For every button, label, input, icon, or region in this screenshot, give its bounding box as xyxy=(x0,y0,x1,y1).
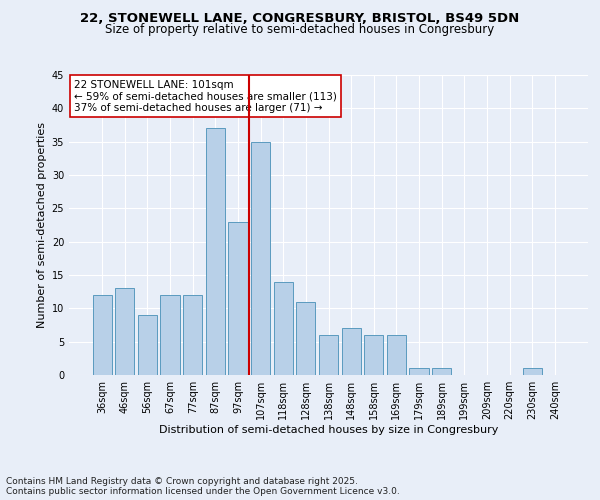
Bar xyxy=(92,295,112,375)
Bar xyxy=(251,142,270,375)
Bar xyxy=(364,335,383,375)
Bar xyxy=(432,368,451,375)
Bar xyxy=(206,128,225,375)
Text: Contains public sector information licensed under the Open Government Licence v3: Contains public sector information licen… xyxy=(6,488,400,496)
Bar xyxy=(160,295,180,375)
X-axis label: Distribution of semi-detached houses by size in Congresbury: Distribution of semi-detached houses by … xyxy=(159,425,498,435)
Y-axis label: Number of semi-detached properties: Number of semi-detached properties xyxy=(37,122,47,328)
Text: 22 STONEWELL LANE: 101sqm
← 59% of semi-detached houses are smaller (113)
37% of: 22 STONEWELL LANE: 101sqm ← 59% of semi-… xyxy=(74,80,337,112)
Bar xyxy=(229,222,248,375)
Bar xyxy=(341,328,361,375)
Text: Size of property relative to semi-detached houses in Congresbury: Size of property relative to semi-detach… xyxy=(106,22,494,36)
Bar xyxy=(138,315,157,375)
Bar xyxy=(319,335,338,375)
Bar xyxy=(409,368,428,375)
Bar xyxy=(523,368,542,375)
Bar xyxy=(296,302,316,375)
Bar xyxy=(183,295,202,375)
Text: Contains HM Land Registry data © Crown copyright and database right 2025.: Contains HM Land Registry data © Crown c… xyxy=(6,478,358,486)
Bar xyxy=(387,335,406,375)
Bar xyxy=(274,282,293,375)
Text: 22, STONEWELL LANE, CONGRESBURY, BRISTOL, BS49 5DN: 22, STONEWELL LANE, CONGRESBURY, BRISTOL… xyxy=(80,12,520,26)
Bar xyxy=(115,288,134,375)
